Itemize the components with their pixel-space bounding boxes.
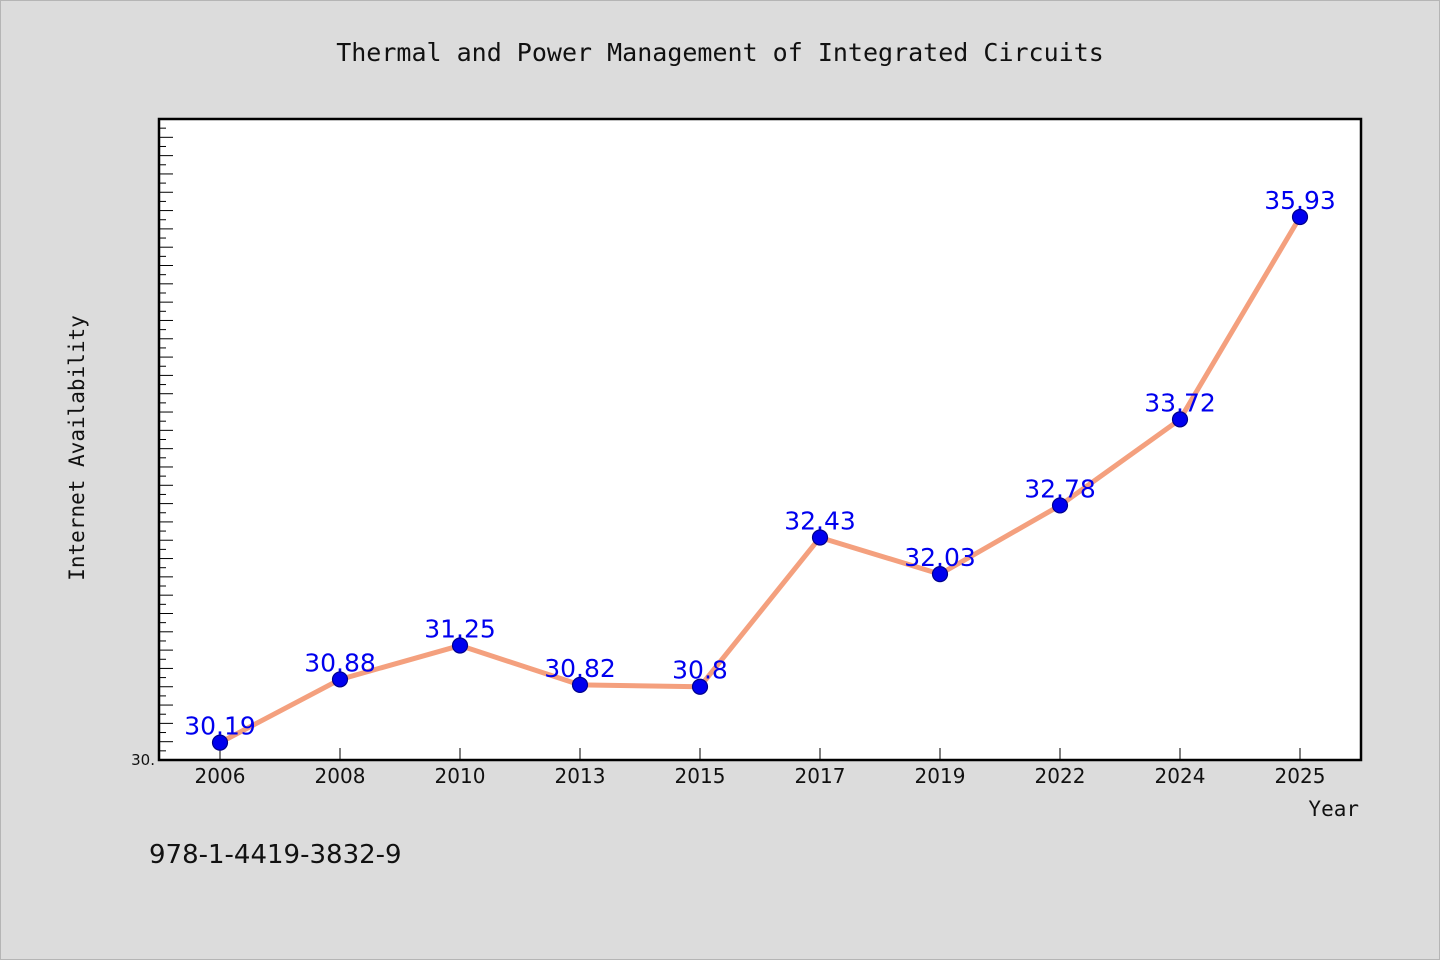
data-label: 33.72 (1144, 388, 1216, 417)
x-tick-label: 2017 (795, 764, 846, 788)
x-tick-label: 2022 (1035, 764, 1086, 788)
series-line-group (217, 214, 1303, 746)
data-point (211, 734, 229, 751)
data-label: 35.93 (1264, 186, 1336, 215)
chart-title: Thermal and Power Management of Integrat… (336, 38, 1104, 67)
x-axis-label: Year (1308, 797, 1359, 821)
data-labels: 30.19 30.88 31.25 30.82 30.8 32.43 32.03 32.78 3… (184, 186, 1336, 741)
data-point (451, 637, 469, 654)
x-tick-label: 2024 (1155, 764, 1206, 788)
data-point (1291, 208, 1309, 226)
data-label: 31.25 (424, 615, 496, 644)
data-point (811, 529, 829, 546)
data-label: 30.88 (304, 648, 376, 677)
y-axis-label: Internet Availability (65, 315, 89, 581)
data-point (1051, 497, 1069, 514)
footer-isbn: 978-1-4419-3832-9 (149, 840, 402, 870)
data-point (331, 671, 349, 688)
data-label: 32.03 (904, 543, 976, 572)
x-tick-label: 2006 (195, 764, 246, 788)
x-tick-label: 2015 (675, 764, 726, 788)
plot-border (157, 117, 1363, 762)
y-tick-labels: 30. (131, 751, 155, 769)
data-label: 32.78 (1024, 474, 1096, 503)
data-label: 32.43 (784, 506, 856, 535)
x-tick-label: 2010 (435, 764, 486, 788)
data-point (1171, 411, 1189, 428)
data-label: 30.82 (544, 654, 616, 683)
x-tick-label: 2008 (315, 764, 366, 788)
x-tick-label: 2025 (1275, 764, 1326, 788)
data-point (571, 676, 589, 694)
data-label: 30.8 (672, 656, 728, 685)
data-point (931, 566, 949, 583)
x-tick-label: 2019 (915, 764, 966, 788)
plot-area (159, 119, 1361, 760)
x-tick-labels: 2006 2008 2010 2013 2015 2017 2019 2022 2024 2025 (195, 764, 1326, 788)
x-tick-label: 2013 (555, 764, 606, 788)
data-label: 30.19 (184, 712, 256, 741)
series-line (217, 214, 1303, 746)
data-point (691, 678, 709, 695)
series-markers (211, 208, 1309, 751)
y-tick-label: 30. (131, 751, 155, 769)
